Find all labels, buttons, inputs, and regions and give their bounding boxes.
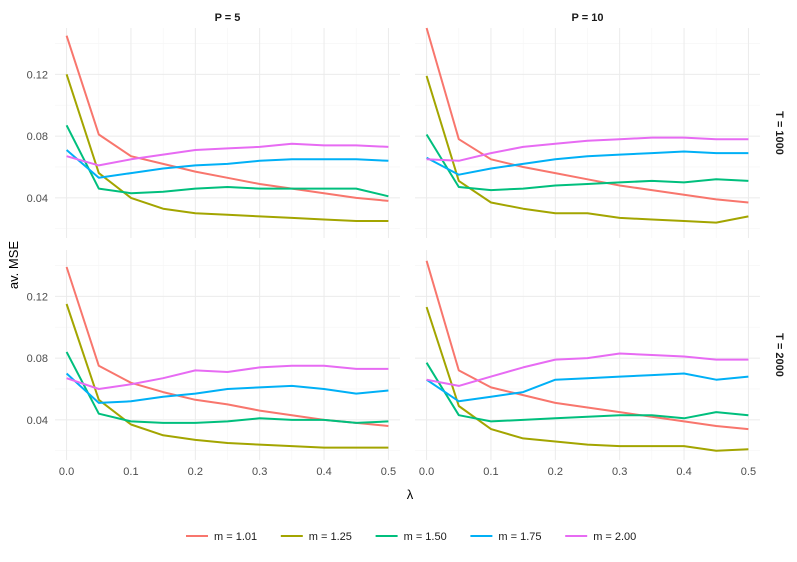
series-line-m-1-75: [65, 372, 389, 404]
panel-2: [415, 27, 760, 238]
series-line-m-1-25: [425, 306, 749, 452]
facet-row-label: T = 2000: [773, 333, 785, 377]
x-tick-label: 0.3: [252, 466, 267, 478]
panel-3: [55, 250, 400, 460]
facet-strips: P = 5 P = 10 T = 1000 T = 2000: [215, 12, 785, 377]
x-tick-label: 0.1: [123, 466, 138, 478]
x-tick-label: 0.3: [612, 466, 627, 478]
series-line-m-1-01: [425, 27, 749, 204]
x-tick-label: 0.4: [316, 466, 331, 478]
legend-item: m = 1.75: [470, 531, 542, 543]
y-tick-label: 0.12: [27, 69, 48, 81]
legend-label: m = 1.50: [404, 531, 447, 543]
legend-item: m = 2.00: [565, 531, 636, 543]
legend-label: m = 1.01: [214, 531, 257, 543]
panels-layer: [55, 27, 760, 460]
x-axis-title: λ: [407, 487, 414, 502]
legend-item: m = 1.50: [375, 531, 447, 543]
axes-labels: 0.04 0.08 0.12 0.04 0.08 0.12 0.0 0.1 0.2 0.3 0.4 0…: [27, 69, 756, 478]
y-tick-label: 0.08: [27, 353, 48, 365]
legend-label: m = 1.25: [309, 531, 352, 543]
y-tick-label: 0.12: [27, 291, 48, 303]
facet-col-label: P = 10: [572, 12, 604, 24]
series-line-m-1-50: [65, 351, 389, 424]
legend-label: m = 2.00: [593, 531, 636, 543]
series-line-m-1-50: [425, 133, 749, 192]
y-tick-label: 0.04: [27, 415, 48, 427]
legend-item: m = 1.25: [280, 531, 352, 543]
x-tick-label: 0.2: [548, 466, 563, 478]
panel-1: [55, 28, 400, 238]
series-line-m-2-00: [66, 142, 389, 167]
x-tick-label: 0.0: [419, 466, 434, 478]
x-tick-label: 0.5: [741, 466, 756, 478]
x-tick-label: 0.0: [59, 466, 74, 478]
series-line-m-1-25: [65, 73, 389, 222]
y-axis-title: av. MSE: [6, 241, 21, 289]
series-line-m-2-00: [66, 364, 389, 390]
series-line-m-1-75: [426, 150, 749, 176]
y-tick-label: 0.04: [27, 193, 48, 205]
series-line-m-1-25: [425, 75, 749, 224]
legend: m = 1.01 m = 1.25 m = 1.50 m = 1.75 m = 2.00: [186, 531, 636, 543]
facet-col-label: P = 5: [215, 12, 241, 24]
panel-4: [415, 250, 760, 460]
series-line-m-1-01: [65, 35, 389, 202]
series-line-m-1-50: [65, 124, 389, 198]
x-tick-label: 0.1: [483, 466, 498, 478]
facet-row-label: T = 1000: [773, 111, 785, 155]
series-line-m-1-25: [65, 303, 389, 449]
x-tick-label: 0.4: [676, 466, 691, 478]
series-line-m-2-00: [426, 136, 749, 162]
x-tick-label: 0.5: [381, 466, 396, 478]
series-line-m-1-75: [426, 372, 749, 403]
y-tick-label: 0.08: [27, 131, 48, 143]
legend-label: m = 1.75: [498, 531, 541, 543]
legend-item: m = 1.01: [186, 531, 257, 543]
series-line-m-1-01: [425, 260, 749, 431]
series-line-m-1-75: [65, 149, 389, 179]
series-line-m-2-00: [426, 352, 749, 387]
x-tick-label: 0.2: [188, 466, 203, 478]
series-line-m-1-50: [425, 362, 749, 423]
